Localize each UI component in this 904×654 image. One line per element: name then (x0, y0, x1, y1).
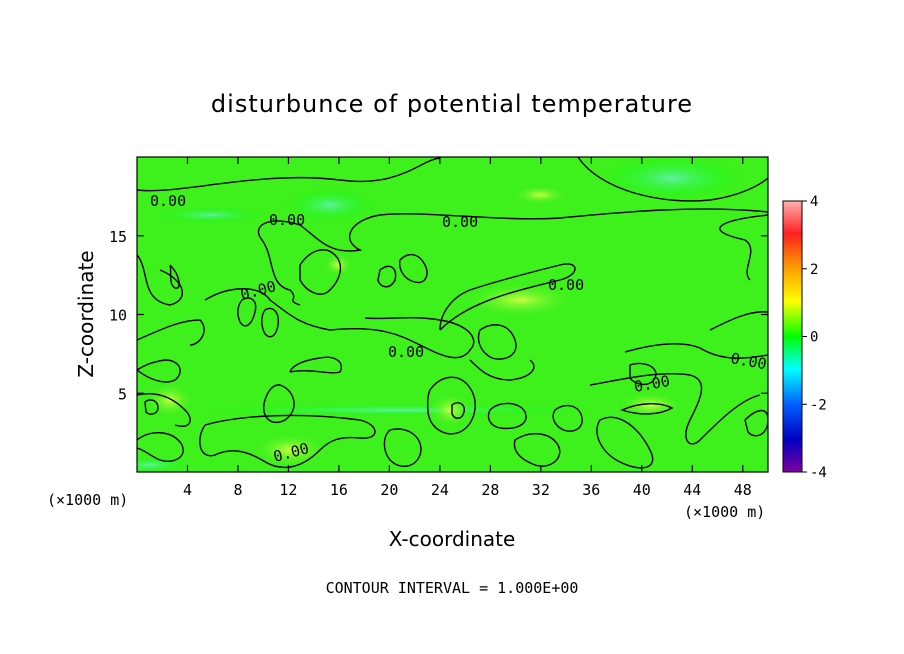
heatmap-patch (615, 391, 685, 419)
contour-line (513, 433, 561, 467)
contour-line (237, 297, 257, 327)
contour-label: 0.00 (548, 276, 584, 294)
contour-line (137, 432, 184, 462)
contour-lines (137, 157, 768, 469)
colorbar-tick-label: -4 (810, 465, 827, 481)
contour-line (299, 249, 342, 295)
x-tick-label: 16 (330, 481, 348, 499)
contour-label: 0.00 (442, 213, 478, 231)
contour-line (552, 404, 583, 432)
x-axis-title: X-coordinate (389, 527, 516, 551)
contour-line (596, 416, 654, 469)
heatmap-patch (322, 253, 354, 277)
contour-line (624, 343, 768, 359)
contour-line (377, 265, 397, 288)
heatmap-patch (285, 189, 375, 221)
x-tick-label: 24 (431, 481, 449, 499)
contour-line (263, 384, 295, 424)
y-axis-ticks: 5 10 15 (109, 228, 768, 403)
contour-label: 0.00 (150, 192, 186, 210)
contour-line (169, 264, 180, 289)
plot-area: 0.00 0.00 0.00 0.00 0.00 0.00 0.00 0.00 … (137, 157, 768, 472)
colorbar-tick-label: -2 (810, 397, 827, 413)
contour-line (137, 359, 181, 383)
x-unit-label: (×1000 m) (684, 503, 765, 521)
contour-label: 0.00 (729, 349, 768, 373)
contour-line (439, 263, 576, 331)
x-tick-label: 20 (380, 481, 398, 499)
contour-line (426, 376, 476, 435)
x-tick-label: 48 (734, 481, 752, 499)
y-tick-label: 5 (118, 385, 127, 403)
contour-line (487, 402, 527, 430)
x-tick-label: 4 (183, 481, 192, 499)
contour-line (477, 324, 517, 360)
contour-line (719, 214, 768, 281)
contour-label: 0.00 (633, 372, 672, 396)
y-axis-title: Z-coordinate (74, 250, 98, 377)
contour-line (199, 414, 376, 469)
contour-line (709, 311, 768, 331)
contour-line (451, 402, 466, 419)
contour-label: 0.00 (269, 211, 305, 229)
y-tick-label: 15 (109, 228, 127, 246)
heatmap-patch (137, 457, 190, 472)
heatmap-patch (428, 392, 472, 428)
contour-line (261, 307, 280, 338)
contour-line (137, 319, 205, 346)
heatmap-patch (155, 207, 265, 223)
colorbar-ticks: 4 2 0 -2 -4 (802, 194, 827, 481)
contour-line (469, 359, 535, 381)
x-tick-label: 8 (233, 481, 242, 499)
contour-line (137, 393, 191, 427)
contour-line (398, 253, 428, 284)
colorbar-tick-label: 4 (810, 194, 818, 210)
contour-line (383, 428, 422, 467)
contour-line (257, 208, 768, 306)
x-tick-label: 32 (532, 481, 550, 499)
colorbar-tick-label: 2 (810, 262, 818, 278)
x-tick-label: 28 (481, 481, 499, 499)
x-tick-label: 40 (633, 481, 651, 499)
y-unit-label: (×1000 m) (47, 491, 128, 509)
contour-line (204, 288, 475, 359)
contour-line (137, 254, 183, 306)
y-tick-label: 10 (109, 307, 127, 325)
x-axis-ticks: 4 8 12 16 20 24 28 32 36 40 44 48 (183, 157, 752, 499)
contour-line (620, 403, 674, 415)
chart-title: disturbunce of potential temperature (211, 90, 693, 118)
heatmap-patch (200, 404, 600, 416)
contour-line (577, 157, 768, 202)
heatmap-patch (460, 282, 580, 318)
contour-interval-note: CONTOUR INTERVAL = 1.000E+00 (326, 579, 579, 597)
x-tick-label: 12 (279, 481, 297, 499)
heatmap-patch (602, 157, 742, 200)
contour-line (629, 362, 657, 386)
colorbar (782, 200, 803, 473)
x-tick-label: 44 (683, 481, 701, 499)
colorbar-tick-label: 0 (810, 330, 818, 346)
heatmap-patch (510, 185, 570, 205)
contour-line (289, 356, 342, 374)
contour-line (144, 399, 159, 415)
contour-line (137, 157, 441, 192)
contour-label: 0.00 (388, 343, 424, 361)
contour-line (589, 372, 761, 445)
x-tick-label: 36 (582, 481, 600, 499)
contour-labels: 0.00 0.00 0.00 0.00 0.00 0.00 0.00 0.00 … (150, 192, 768, 466)
